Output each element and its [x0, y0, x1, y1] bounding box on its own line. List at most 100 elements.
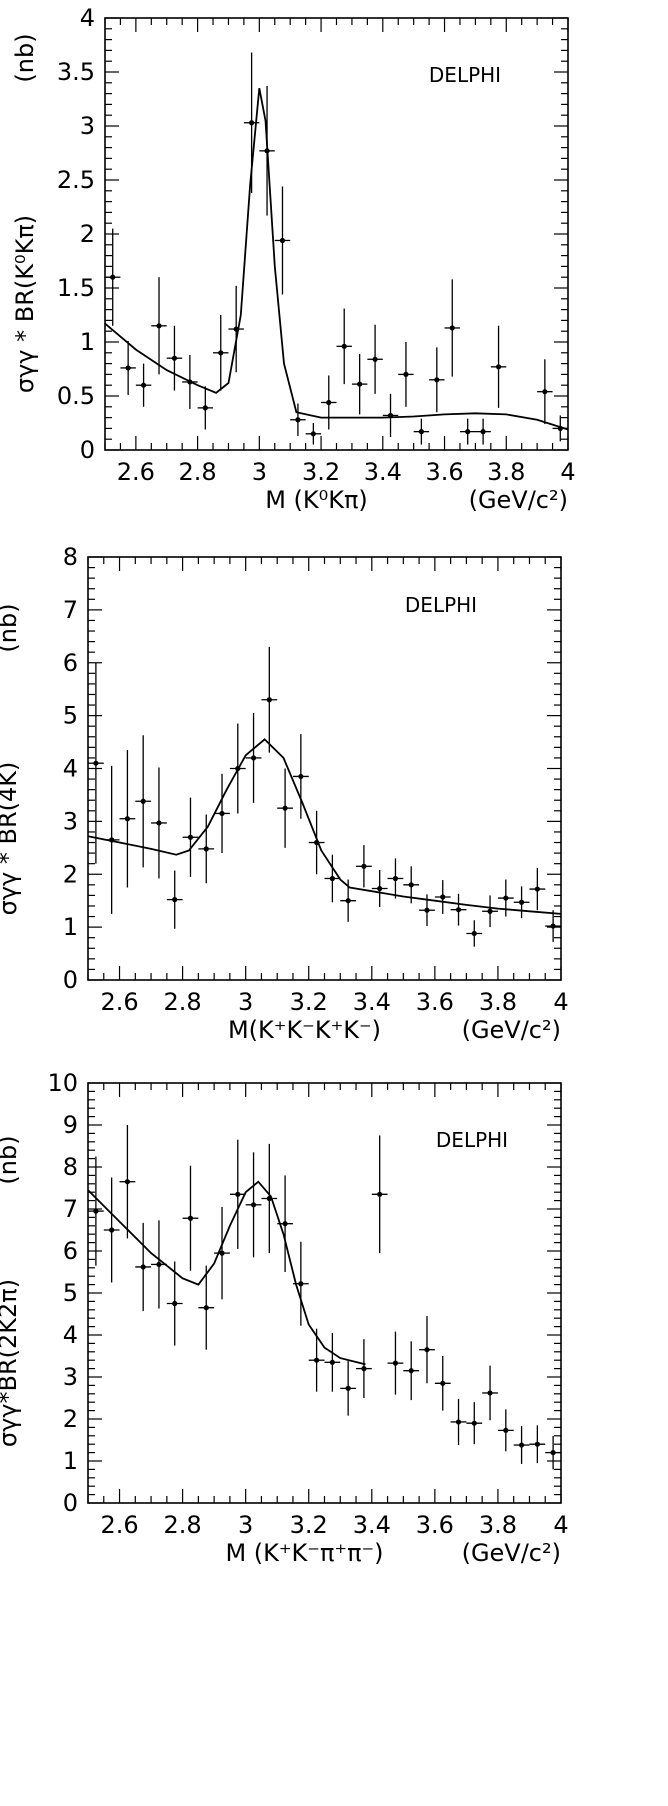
- data-point: [351, 353, 368, 415]
- data-point: [197, 386, 214, 430]
- y-tick-label: 8: [63, 543, 78, 571]
- y-tick-label: 0: [63, 966, 78, 994]
- data-point: [482, 895, 498, 928]
- data-marker: [392, 1360, 399, 1366]
- y-tick-label: 10: [47, 1069, 78, 1097]
- data-marker: [408, 1368, 414, 1374]
- data-marker: [357, 381, 363, 387]
- y-tick-label: 3: [63, 807, 78, 835]
- data-marker: [249, 120, 255, 126]
- data-point: [398, 342, 414, 407]
- data-point: [552, 415, 568, 442]
- data-point: [529, 1425, 546, 1464]
- y-tick-label: 1: [63, 913, 78, 941]
- x-tick-label: 3.2: [302, 458, 340, 486]
- x-tick-label: 4: [553, 988, 568, 1016]
- data-point: [277, 768, 293, 848]
- x-tick-label: 2.8: [164, 1511, 202, 1539]
- data-point: [459, 418, 476, 445]
- y-tick-label: 0: [63, 1489, 78, 1517]
- fit-curve: [104, 88, 569, 431]
- data-point: [228, 285, 244, 373]
- y-tick-label: 5: [63, 1279, 78, 1307]
- fit-curve: [87, 738, 562, 915]
- data-point: [88, 662, 104, 864]
- data-marker: [156, 820, 162, 826]
- y-tick-label: 3: [63, 1363, 78, 1391]
- x-tick-label: 3: [238, 988, 253, 1016]
- data-marker: [403, 371, 409, 377]
- data-marker: [377, 1191, 383, 1197]
- data-marker: [314, 839, 320, 846]
- data-marker: [203, 1305, 209, 1311]
- data-marker: [424, 1347, 430, 1353]
- data-marker: [326, 399, 332, 406]
- experiment-tag: DELPHI: [405, 593, 477, 617]
- data-point: [135, 735, 152, 868]
- data-marker: [156, 323, 162, 329]
- y-tick-label: 3.5: [57, 58, 95, 86]
- y-axis-title: σγγ * BR(K⁰Kπ): [11, 215, 39, 393]
- data-marker: [187, 379, 193, 385]
- x-tick-label: 3.6: [416, 1511, 454, 1539]
- data-point: [135, 363, 152, 407]
- data-marker: [156, 1261, 162, 1268]
- x-tick-label: 2.8: [179, 458, 217, 486]
- data-marker: [408, 882, 414, 888]
- x-tick-label: 3: [238, 1511, 253, 1539]
- data-point: [324, 1332, 341, 1392]
- data-point: [213, 315, 229, 391]
- data-marker: [264, 148, 270, 154]
- data-marker: [298, 1281, 304, 1287]
- x-tick-label: 3.8: [479, 1511, 517, 1539]
- data-point: [261, 1143, 278, 1254]
- data-marker: [140, 798, 146, 804]
- y-tick-label: 1: [80, 328, 95, 356]
- data-point: [387, 1331, 404, 1395]
- y-tick-label: 0.5: [57, 382, 95, 410]
- x-tick-label: 3.2: [290, 988, 328, 1016]
- x-tick-label: 3.2: [290, 1511, 328, 1539]
- data-point: [450, 1398, 467, 1446]
- y-tick-label: 4: [63, 755, 78, 783]
- data-point: [419, 894, 435, 927]
- data-marker: [235, 1191, 241, 1197]
- data-point: [466, 920, 483, 947]
- data-point: [450, 893, 467, 926]
- y-tick-label: 1.5: [57, 274, 95, 302]
- data-point: [434, 880, 451, 914]
- fit-curve: [87, 1180, 366, 1366]
- chart-panel-2: 2.6 2.8 3 3.2 3.4 3.6 3.8 4 0 1 2 3 4 5 6 7 8 M(K⁺K⁻K⁺K⁻)…: [0, 543, 569, 1044]
- data-point: [513, 886, 530, 919]
- y-tick-label: 5: [63, 702, 78, 730]
- data-point: [545, 1435, 561, 1470]
- data-marker: [372, 356, 378, 362]
- data-point: [229, 1139, 246, 1249]
- data-marker: [250, 755, 257, 761]
- data-marker: [187, 834, 194, 840]
- x-tick-label: 3.8: [487, 458, 525, 486]
- data-point: [135, 1222, 152, 1312]
- data-point: [182, 797, 199, 877]
- data-point: [340, 1361, 357, 1416]
- data-marker: [110, 274, 116, 280]
- data-point: [105, 228, 121, 326]
- x-tick-label: 3.6: [416, 988, 454, 1016]
- data-marker: [424, 907, 430, 913]
- data-marker: [518, 899, 525, 905]
- x-tick-label: 2.6: [100, 1511, 138, 1539]
- data-point: [88, 1156, 104, 1266]
- data-marker: [487, 1390, 493, 1396]
- data-point: [274, 186, 291, 295]
- data-marker: [295, 417, 301, 423]
- x-axis-title: M(K⁺K⁻K⁺K⁻): [228, 1016, 381, 1044]
- data-point: [151, 767, 167, 879]
- data-point: [490, 325, 507, 408]
- y-tick-label: 4: [80, 4, 95, 32]
- data-marker: [279, 237, 286, 244]
- y-tick-label: 2: [63, 1405, 78, 1433]
- data-point: [277, 1175, 293, 1272]
- data-point: [261, 646, 278, 753]
- data-marker: [518, 1442, 525, 1448]
- data-marker: [266, 1195, 272, 1202]
